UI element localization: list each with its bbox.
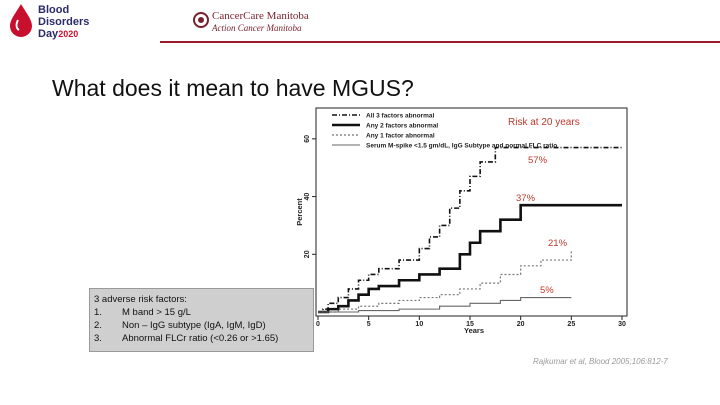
- x-tick-label-5: 5: [367, 321, 371, 328]
- risk-item-2: 2. Non – IgG subtype (IgA, IgM, IgD): [94, 319, 309, 332]
- end-label-1: 57%: [528, 155, 548, 166]
- y-tick-label-60: 60: [304, 135, 311, 143]
- series-layer: [318, 146, 622, 314]
- x-tick-label-0: 0: [316, 321, 320, 328]
- risk-factors-box: 3 adverse risk factors: 1. M band > 15 g/…: [89, 288, 314, 352]
- blood-drop-icon: [10, 4, 32, 37]
- risk-item-3-num: 3.: [94, 333, 102, 344]
- risk-item-3: 3. Abnormal FLCr ratio (<0.26 or >1.65): [94, 332, 309, 345]
- series-line-2: [318, 203, 622, 314]
- x-axis-label: Years: [464, 326, 484, 335]
- logo-line3: Day: [38, 28, 59, 40]
- header-divider: [160, 41, 720, 43]
- risk-item-3-text: Abnormal FLCr ratio (<0.26 or >1.65): [122, 333, 279, 344]
- blood-disorders-day-logo: Blood Disorders Day2020: [6, 2, 156, 42]
- x-tick-label-25: 25: [567, 321, 575, 328]
- legend-label-3: Any 1 factor abnormal: [366, 133, 435, 140]
- risk-item-2-num: 2.: [94, 320, 102, 331]
- cancercare-emblem-icon: [193, 12, 209, 28]
- axis-layer: 0 5 10 15 20 25 30 20 40 60 Years Percent: [295, 135, 626, 335]
- citation: Rajkumar et al, Blood 2005;106:812-7: [533, 357, 668, 366]
- partner-name: CancerCare Manitoba: [212, 10, 309, 22]
- cancercare-manitoba-logo: CancerCare Manitoba Action Cancer Manito…: [192, 8, 352, 38]
- slide-title: What does it mean to have MGUS?: [52, 75, 414, 101]
- chart-legend: All 3 factors abnormal Any 2 factors abno…: [332, 113, 557, 150]
- risk-item-2-text: Non – IgG subtype (IgA, IgM, IgD): [122, 320, 266, 331]
- slide-header: Blood Disorders Day2020 CancerCare Manit…: [0, 0, 720, 43]
- end-label-2: 37%: [516, 193, 536, 204]
- risk-item-1-text: M band > 15 g/L: [122, 307, 191, 318]
- end-label-4: 5%: [540, 285, 554, 296]
- x-tick-label-30: 30: [618, 321, 626, 328]
- risk-heading: 3 adverse risk factors:: [94, 294, 187, 305]
- series-line-3: [318, 251, 572, 313]
- series-line-1: [318, 146, 622, 313]
- end-labels: 57% 37% 21% 5%: [516, 155, 568, 296]
- logo-year: 2020: [58, 29, 79, 39]
- x-tick-label-10: 10: [415, 321, 423, 328]
- risk-item-1: 1. M band > 15 g/L: [94, 306, 309, 319]
- y-tick-label-20: 20: [304, 250, 311, 258]
- y-axis-label: Percent: [295, 198, 304, 226]
- end-label-3: 21%: [548, 238, 568, 249]
- legend-label-1: All 3 factors abnormal: [366, 113, 434, 120]
- logo-line1: Blood: [38, 4, 70, 16]
- risk-item-1-num: 1.: [94, 307, 102, 318]
- series-line-4: [318, 297, 572, 313]
- legend-label-4: Serum M-spike <1.5 gm/dL, IgG Subtype an…: [366, 143, 557, 150]
- x-tick-label-15: 15: [466, 321, 474, 328]
- y-tick-label-40: 40: [304, 193, 311, 201]
- logo-line2: Disorders: [38, 16, 90, 28]
- legend-label-2: Any 2 factors abnormal: [366, 123, 438, 130]
- x-tick-label-20: 20: [517, 321, 525, 328]
- risk-annotation-title: Risk at 20 years: [508, 117, 580, 128]
- plot-frame: [315, 107, 628, 317]
- partner-sub: Action Cancer Manitoba: [212, 23, 302, 33]
